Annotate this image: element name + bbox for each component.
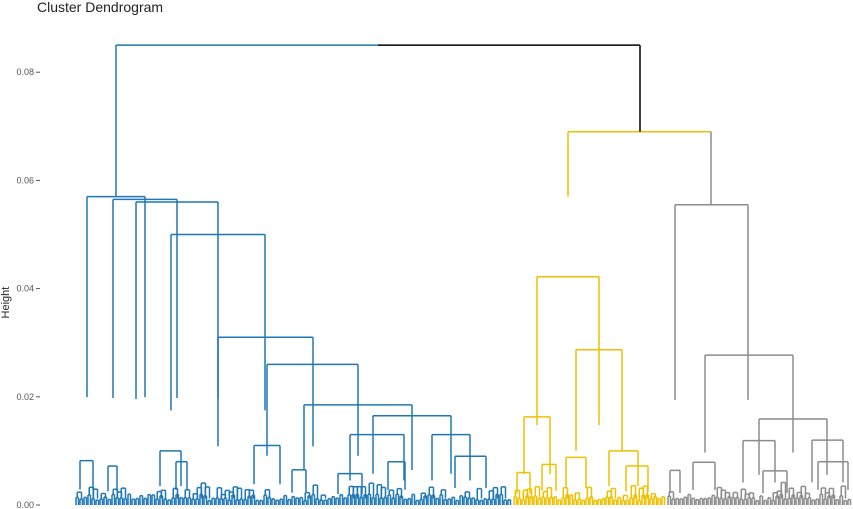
y-axis: 0.00 0.02 0.04 0.06 0.08 bbox=[16, 67, 40, 509]
y-tick-label: 0.00 bbox=[16, 500, 34, 509]
y-tick-label: 0.06 bbox=[16, 175, 34, 185]
dendrogram-tree bbox=[75, 44, 852, 505]
y-tick-label: 0.08 bbox=[16, 67, 34, 77]
y-tick-label: 0.04 bbox=[16, 284, 34, 294]
y-tick-label: 0.02 bbox=[16, 392, 34, 402]
chart-title: Cluster Dendrogram bbox=[37, 0, 164, 15]
y-axis-title: Height bbox=[0, 287, 12, 319]
